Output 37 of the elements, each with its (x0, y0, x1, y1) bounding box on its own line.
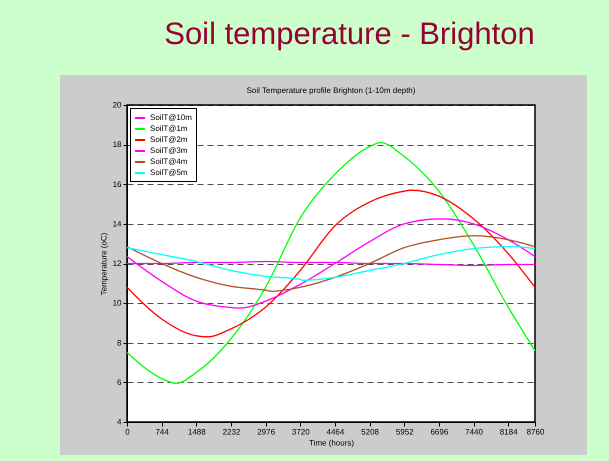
x-tick-label: 744 (155, 428, 170, 436)
x-tick-label: 6696 (430, 428, 449, 436)
chart-title: Soil temperature - Brighton (163, 15, 536, 53)
y-tick-label: 14 (112, 219, 122, 228)
line-series (126, 235, 536, 292)
legend-label: SoilT@5m (150, 168, 188, 177)
x-tick-label: 8760 (526, 428, 545, 436)
line-series (126, 142, 536, 384)
line-series (126, 246, 536, 281)
y-tick-label: 10 (112, 298, 122, 308)
legend-label: SoilT@10m (150, 113, 192, 122)
legend-label: SoilT@3m (150, 146, 188, 155)
x-tick-label: 2232 (222, 428, 241, 436)
y-tick-label: 6 (117, 378, 122, 387)
line-series (126, 190, 536, 338)
x-tick-label: 5208 (361, 428, 380, 436)
chart-subtitle: Soil Temperature profile Brighton (1-10m depth) (246, 86, 416, 95)
y-axis-title: Temperature (oC) (100, 232, 109, 296)
x-tick-label: 8184 (500, 428, 518, 436)
x-tick-label: 1488 (188, 428, 206, 436)
y-tick-label: 4 (117, 418, 122, 426)
x-tick-label: 0 (125, 428, 130, 436)
x-tick-label: 2976 (257, 428, 276, 436)
x-tick-label: 4464 (326, 428, 345, 436)
x-tick-label: 3720 (292, 428, 310, 436)
y-tick-label: 16 (112, 180, 122, 189)
y-tick-label: 8 (117, 338, 122, 348)
legend-label: SoilT@2m (150, 135, 188, 144)
y-tick-label: 20 (112, 100, 122, 110)
y-tick-label: 18 (112, 140, 122, 150)
legend-label: SoilT@1m (150, 124, 188, 133)
line-series (126, 218, 536, 309)
legend-label: SoilT@4m (150, 157, 188, 166)
x-tick-label: 5952 (396, 428, 414, 436)
x-axis-title: Time (hours) (308, 438, 354, 448)
x-tick-label: 7440 (465, 428, 484, 436)
y-tick-label: 12 (112, 259, 122, 268)
